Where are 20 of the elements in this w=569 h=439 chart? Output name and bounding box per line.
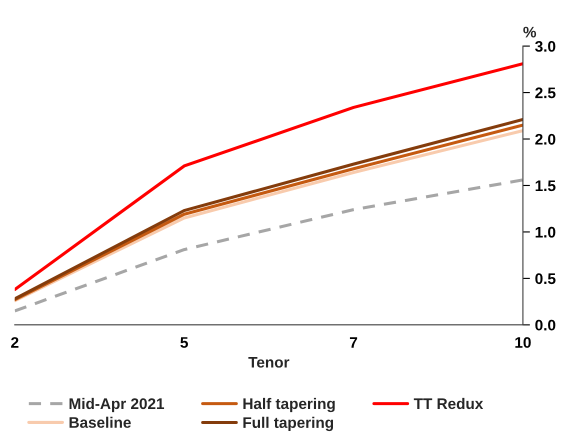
legend-label: Baseline [70,416,131,428]
x-tick-label: 10 [515,337,531,348]
legend-label: Full tapering [243,416,334,432]
x-tick-label: 5 [180,337,188,348]
x-tick-label: 2 [11,337,18,348]
y-tick-label: 0.5 [535,273,556,284]
y-tick-label: 1.5 [536,180,556,192]
y-tick-label: 1.0 [536,226,556,238]
y-tick-label: 0.0 [535,320,556,331]
y-axis-title: % [523,26,536,38]
legend-label: TT Redux [414,398,484,410]
legend-label: Mid-Apr 2021 [70,398,164,412]
legend-label: Half tapering [243,398,335,412]
line-series [14,178,523,312]
y-tick-label: 3.0 [535,40,556,52]
line-series [14,62,523,292]
y-tick-label: 2.0 [535,134,556,145]
x-tick-label: 7 [350,337,358,348]
y-tick-label: 2.5 [535,87,556,98]
x-axis-title: Tenor [248,357,290,368]
